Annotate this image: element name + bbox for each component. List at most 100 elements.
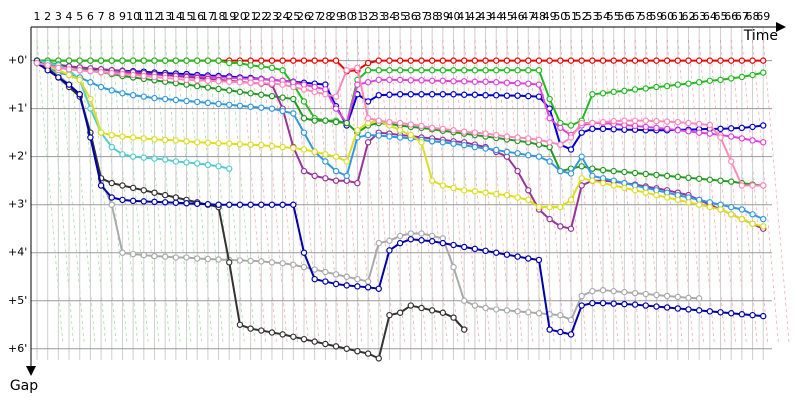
- lap-marker: [226, 101, 233, 109]
- lap-marker: [471, 188, 479, 195]
- lap-marker: [119, 196, 126, 204]
- lap-marker: [717, 134, 724, 141]
- lap-crossing-line: [410, 39, 438, 346]
- lap-marker: [204, 161, 212, 169]
- x-tick-label: 57: [628, 10, 642, 23]
- lap-marker: [300, 86, 308, 93]
- lap-marker: [525, 309, 532, 316]
- lap-marker: [55, 64, 62, 72]
- x-tick-label: 58: [639, 10, 653, 23]
- lap-marker: [300, 146, 308, 153]
- lap-marker: [311, 57, 318, 64]
- lap-marker: [599, 118, 607, 126]
- lap-marker: [418, 230, 425, 237]
- lap-marker: [738, 124, 746, 132]
- lap-marker: [557, 167, 564, 175]
- x-tick-label: 31: [350, 10, 364, 23]
- y-tick-label: +0': [8, 54, 27, 67]
- lap-marker: [567, 196, 575, 204]
- lap-marker: [503, 191, 511, 199]
- lap-marker: [322, 278, 329, 285]
- lap-marker: [749, 182, 756, 189]
- lap-marker: [567, 146, 575, 153]
- lap-marker: [161, 136, 169, 144]
- lap-marker: [685, 128, 692, 135]
- lap-marker: [503, 57, 511, 64]
- lap-marker: [535, 153, 543, 160]
- lap-crossing-line: [591, 39, 619, 346]
- lap-marker: [653, 57, 660, 64]
- lap-marker: [332, 105, 340, 112]
- lap-crossing-line: [421, 39, 448, 346]
- lap-marker: [717, 177, 724, 184]
- lap-marker: [589, 119, 596, 127]
- lap-marker: [653, 124, 660, 132]
- lap-marker: [354, 81, 361, 88]
- lap-marker: [322, 175, 329, 182]
- lap-marker: [514, 308, 521, 315]
- x-tick-label: 62: [681, 10, 695, 23]
- x-tick-label: 59: [649, 10, 663, 23]
- lap-marker: [749, 220, 756, 228]
- lap-marker: [172, 158, 180, 165]
- lap-crossing-line: [549, 39, 577, 346]
- lap-marker: [749, 71, 756, 79]
- lap-marker: [738, 311, 746, 318]
- lap-marker: [557, 203, 564, 211]
- lap-marker: [567, 331, 575, 338]
- lap-marker: [663, 304, 671, 311]
- lap-marker: [386, 311, 393, 319]
- lap-marker: [738, 135, 746, 142]
- lap-marker: [482, 78, 489, 85]
- lap-marker: [396, 134, 404, 141]
- lap-marker: [161, 95, 169, 103]
- lap-marker: [685, 306, 692, 313]
- lap-marker: [461, 243, 468, 251]
- lap-marker: [258, 79, 265, 87]
- x-tick-label: 4: [66, 10, 73, 23]
- lap-marker: [631, 187, 639, 194]
- lap-marker: [621, 184, 628, 192]
- lap-marker: [193, 57, 201, 64]
- lap-marker: [258, 258, 265, 265]
- lap-marker: [140, 57, 147, 64]
- lap-marker: [578, 175, 585, 182]
- x-tick-label: 5: [76, 10, 83, 23]
- lap-marker: [450, 263, 457, 271]
- lap-marker: [493, 91, 500, 99]
- lap-marker: [557, 124, 564, 132]
- lap-marker: [685, 119, 692, 127]
- lap-marker: [396, 91, 404, 98]
- lap-marker: [653, 83, 660, 91]
- lap-marker: [418, 122, 425, 130]
- x-tick-label: 26: [297, 10, 311, 23]
- lap-marker: [535, 67, 543, 74]
- x-tick-label: 6: [87, 10, 94, 23]
- x-tick-label: 54: [596, 10, 610, 23]
- lap-marker: [461, 141, 468, 149]
- lap-marker: [760, 139, 767, 146]
- x-tick-label: 20: [233, 10, 247, 23]
- lap-marker: [578, 163, 585, 170]
- lap-marker: [450, 67, 457, 74]
- lap-marker: [290, 57, 297, 64]
- x-tick-label: 24: [276, 10, 290, 23]
- lap-marker: [204, 139, 212, 146]
- lap-marker: [258, 141, 265, 149]
- lap-marker: [386, 91, 393, 98]
- lap-marker: [65, 81, 73, 88]
- lap-marker: [332, 280, 340, 288]
- lap-marker: [332, 57, 340, 64]
- y-tick-label: +6': [8, 342, 27, 355]
- lap-marker: [663, 118, 671, 125]
- lap-marker: [728, 178, 735, 185]
- lap-marker: [482, 67, 489, 74]
- lap-marker: [236, 79, 244, 86]
- lap-marker: [642, 123, 649, 131]
- lap-marker: [439, 91, 447, 98]
- lap-marker: [140, 251, 147, 259]
- lap-marker: [140, 154, 147, 161]
- lap-marker: [140, 135, 147, 142]
- lap-marker: [717, 57, 724, 64]
- lap-marker: [653, 171, 660, 179]
